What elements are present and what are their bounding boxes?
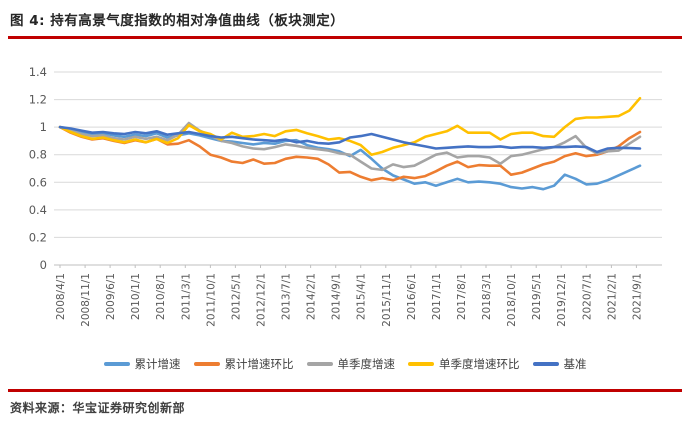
legend-swatch-icon: [306, 362, 333, 366]
x-axis-tick-label: 2009/6/1: [105, 273, 117, 320]
legend-label: 单季度增速环比: [439, 357, 520, 371]
legend-swatch-icon: [103, 362, 130, 366]
y-axis-tick-label: 0.4: [29, 203, 47, 217]
bottom-divider-rule: [8, 389, 682, 392]
top-divider-rule: [8, 36, 682, 39]
x-axis-tick-label: 2008/4/1: [55, 273, 67, 320]
legend-swatch-icon: [193, 362, 220, 366]
series-line-4: [58, 125, 642, 154]
x-axis-tick-label: 2013/7/1: [281, 273, 293, 320]
legend-label: 累计增速环比: [224, 357, 294, 371]
legend-swatch-icon: [408, 362, 434, 366]
legend-item-0: 累计增速: [103, 356, 181, 372]
y-axis-tick-label: 0: [40, 258, 47, 272]
x-axis-tick-label: 2008/11/1: [80, 273, 92, 327]
figure-title: 图 4: 持有高景气度指数的相对净值曲线（板块测定）: [10, 13, 345, 29]
legend-label: 单季度增速: [337, 357, 396, 371]
y-axis-tick-label: 0.8: [29, 148, 47, 162]
legend-swatch-icon: [532, 362, 559, 366]
x-axis-tick-label: 2010/8/1: [155, 273, 167, 320]
x-axis-tick-label: 2014/9/1: [331, 273, 343, 320]
y-axis-tick-label: 1.4: [29, 65, 47, 79]
x-axis-tick-label: 2017/1/1: [431, 273, 443, 320]
x-axis-tick-label: 2019/5/1: [531, 273, 543, 320]
x-axis-tick-label: 2011/3/1: [180, 273, 192, 320]
y-axis-tick-label: 0.2: [29, 230, 47, 244]
x-axis-tick-label: 2014/2/1: [306, 273, 318, 320]
x-axis-tick-label: 2011/10/1: [205, 273, 217, 327]
legend-label: 基准: [563, 357, 587, 371]
series-line-2: [58, 121, 642, 172]
y-axis-tick-label: 1: [40, 120, 47, 134]
source-note: 资料来源：华宝证券研究创新部: [10, 401, 186, 415]
chart-legend: 累计增速 累计增速环比 单季度增速 单季度增速环比 基准: [0, 356, 690, 372]
x-axis-tick-label: 2015/4/1: [356, 273, 368, 320]
legend-item-3: 单季度增速环比: [408, 356, 520, 372]
x-axis-tick-label: 2020/7/1: [581, 273, 593, 320]
x-axis-tick-label: 2018/3/1: [481, 273, 493, 320]
x-axis-tick-label: 2017/8/1: [456, 273, 468, 320]
x-axis-tick-label: 2012/12/1: [256, 273, 268, 327]
legend-item-2: 单季度增速: [306, 356, 396, 372]
chart-area: 0 0.2 0.4 0.6 0.8 1 1.2 1.4 2008/4/1 2008/11/1 200…: [0, 48, 690, 348]
x-axis-tick-label: 2010/1/1: [130, 273, 142, 320]
legend-label: 累计增速: [134, 357, 181, 371]
legend-item-1: 累计增速环比: [193, 356, 294, 372]
x-axis-tick-label: 2015/11/1: [381, 273, 393, 327]
y-axis-tick-label: 1.2: [29, 93, 47, 107]
x-axis-tick-label: 2021/2/1: [606, 273, 618, 320]
x-axis-tick-label: 2016/6/1: [406, 273, 418, 320]
x-axis-tick-label: 2018/10/1: [506, 273, 518, 327]
x-axis-tick-label: 2019/12/1: [556, 273, 568, 327]
x-axis-tick-label: 2021/9/1: [631, 273, 643, 320]
x-axis-tick-label: 2012/5/1: [230, 273, 242, 320]
legend-item-4: 基准: [532, 356, 587, 372]
y-axis-tick-label: 0.6: [29, 175, 47, 189]
line-chart: 0 0.2 0.4 0.6 0.8 1 1.2 1.4 2008/4/1 2008/11/1 200…: [29, 65, 662, 327]
series-line-3: [58, 96, 642, 156]
